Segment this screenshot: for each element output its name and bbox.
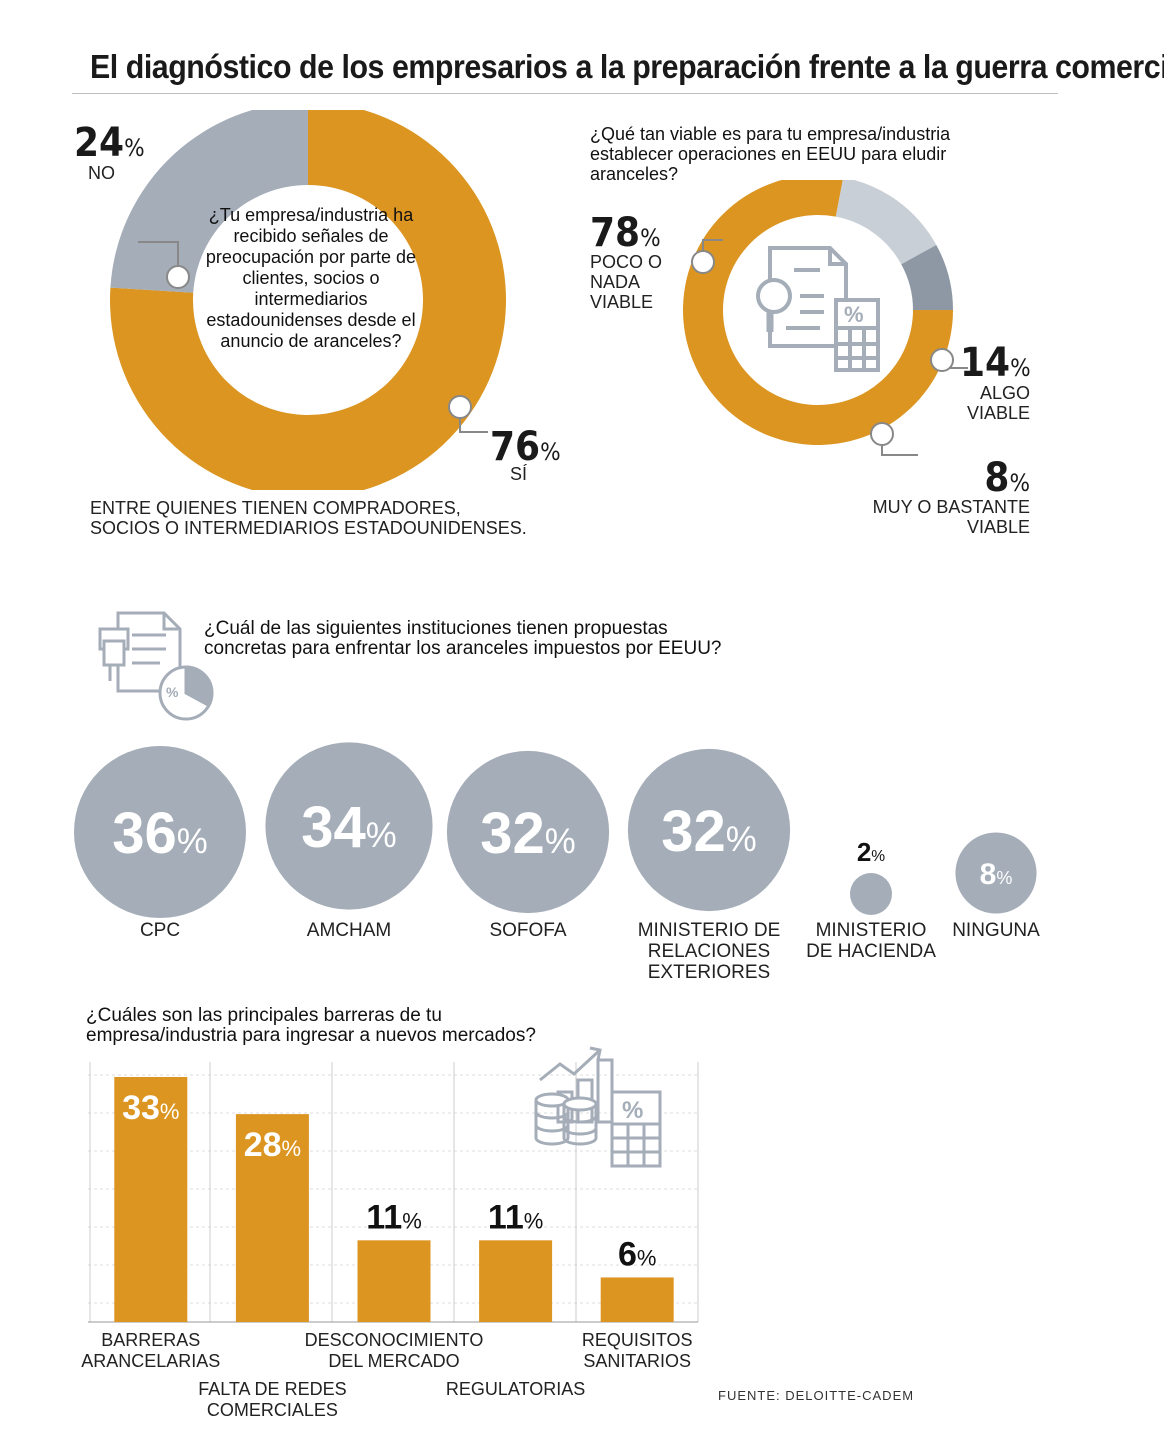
bar-value-4: 6%	[618, 1235, 656, 1273]
donut1-yes-marker	[448, 395, 472, 419]
bar-label-1-1: COMERCIALES	[207, 1400, 338, 1420]
bar-label-4-1: SANITARIOS	[583, 1351, 691, 1371]
bar-4	[600, 1277, 674, 1322]
growth-coins-calculator-icon: %	[534, 1046, 662, 1168]
bubble-5	[955, 832, 1037, 914]
documents-pie-chart-icon: %	[98, 611, 214, 721]
donut2-b-marker	[930, 348, 954, 372]
donut2-b-value: 14%	[960, 340, 1031, 386]
bubble-label-0-0: CPC	[140, 920, 180, 941]
bubble-label-1-0: AMCHAM	[307, 920, 391, 941]
donut2-c-value: 8%	[984, 455, 1030, 501]
bubble-value-5: 8%	[980, 858, 1013, 891]
bubble-0	[74, 746, 246, 918]
donut2-b-label: ALGO VIABLE	[966, 383, 1030, 423]
bar-label-0-0: BARRERAS	[101, 1330, 200, 1350]
donut1-footnote: ENTRE QUIENES TIENEN COMPRADORES, SOCIOS …	[90, 498, 527, 538]
donut2-c-marker	[870, 422, 894, 446]
bubble-4	[850, 873, 892, 915]
donut-chart-2: %	[683, 180, 968, 456]
bubble-label-4-1: DE HACIENDA	[806, 941, 936, 962]
bubble-label-5-0: NINGUNA	[952, 920, 1040, 941]
bubble-2	[446, 750, 610, 914]
donut2-slice-poco-nada	[683, 180, 953, 445]
bubble-label-3-0: MINISTERIO DE	[638, 920, 781, 941]
donut2-slice-algo	[835, 180, 937, 265]
donut2-question: ¿Qué tan viable es para tu empresa/indus…	[590, 124, 951, 184]
bubble-3	[627, 748, 791, 912]
bar-label-2-0: DESCONOCIMIENTO	[305, 1330, 484, 1350]
svg-text:%: %	[844, 302, 864, 327]
page-title: El diagnóstico de los empresarios a la p…	[90, 48, 1164, 85]
bar-1	[235, 1114, 309, 1322]
donut2-a-value: 78%	[590, 210, 661, 256]
bubble-1	[265, 742, 433, 910]
donut2-a-marker	[691, 250, 715, 274]
donut1-yes-value: 76%	[490, 424, 561, 470]
bar-value-2: 11%	[366, 1198, 422, 1236]
bar-label-4-0: REQUISITOS	[582, 1330, 693, 1350]
donut1-yes-label: SÍ	[510, 464, 528, 484]
donut1-slice-yes	[110, 110, 506, 490]
bar-label-1-0: FALTA DE REDES	[198, 1379, 346, 1399]
title-divider	[72, 93, 1058, 94]
source-note: FUENTE: DELOITTE-CADEM	[718, 1388, 915, 1403]
bar-2	[357, 1240, 431, 1322]
donut2-c-label: MUY O BASTANTE VIABLE	[872, 497, 1030, 537]
bubble-label-4-0: MINISTERIO	[816, 920, 927, 941]
bar-3	[479, 1240, 553, 1322]
bubble-label-2-0: SOFOFA	[489, 920, 566, 941]
bar-label-2-1: DEL MERCADO	[328, 1351, 459, 1371]
donut-chart-1	[110, 110, 506, 490]
donut1-question: ¿Tu empresa/industria ha recibido señale…	[205, 205, 417, 351]
donut1-no-label: NO	[88, 163, 115, 183]
bar-value-3: 11%	[488, 1198, 544, 1236]
document-magnifier-calculator-icon: %	[756, 246, 880, 372]
donut1-no-marker	[166, 265, 190, 289]
bubbles-question: ¿Cuál de las siguientes instituciones ti…	[204, 618, 722, 659]
donut2-slice-muy-bastante	[901, 244, 953, 310]
bar-0	[114, 1077, 188, 1322]
svg-text:%: %	[622, 1097, 643, 1124]
bubble-label-3-1: RELACIONES	[648, 941, 770, 962]
bubble-label-3-2: EXTERIORES	[648, 962, 770, 983]
donut1-slice-no	[110, 110, 308, 293]
bar-label-0-1: ARANCELARIAS	[81, 1351, 220, 1371]
donut1-no-value: 24%	[74, 120, 145, 166]
donut2-a-label: POCO O NADA VIABLE	[590, 252, 663, 312]
bars-question: ¿Cuáles son las principales barreras de …	[86, 1005, 536, 1046]
donut1-no-leader	[138, 241, 179, 272]
svg-text:%: %	[166, 684, 179, 700]
bar-label-3-0: REGULATORIAS	[446, 1379, 585, 1399]
bubble-value-4: 2%	[857, 837, 885, 867]
